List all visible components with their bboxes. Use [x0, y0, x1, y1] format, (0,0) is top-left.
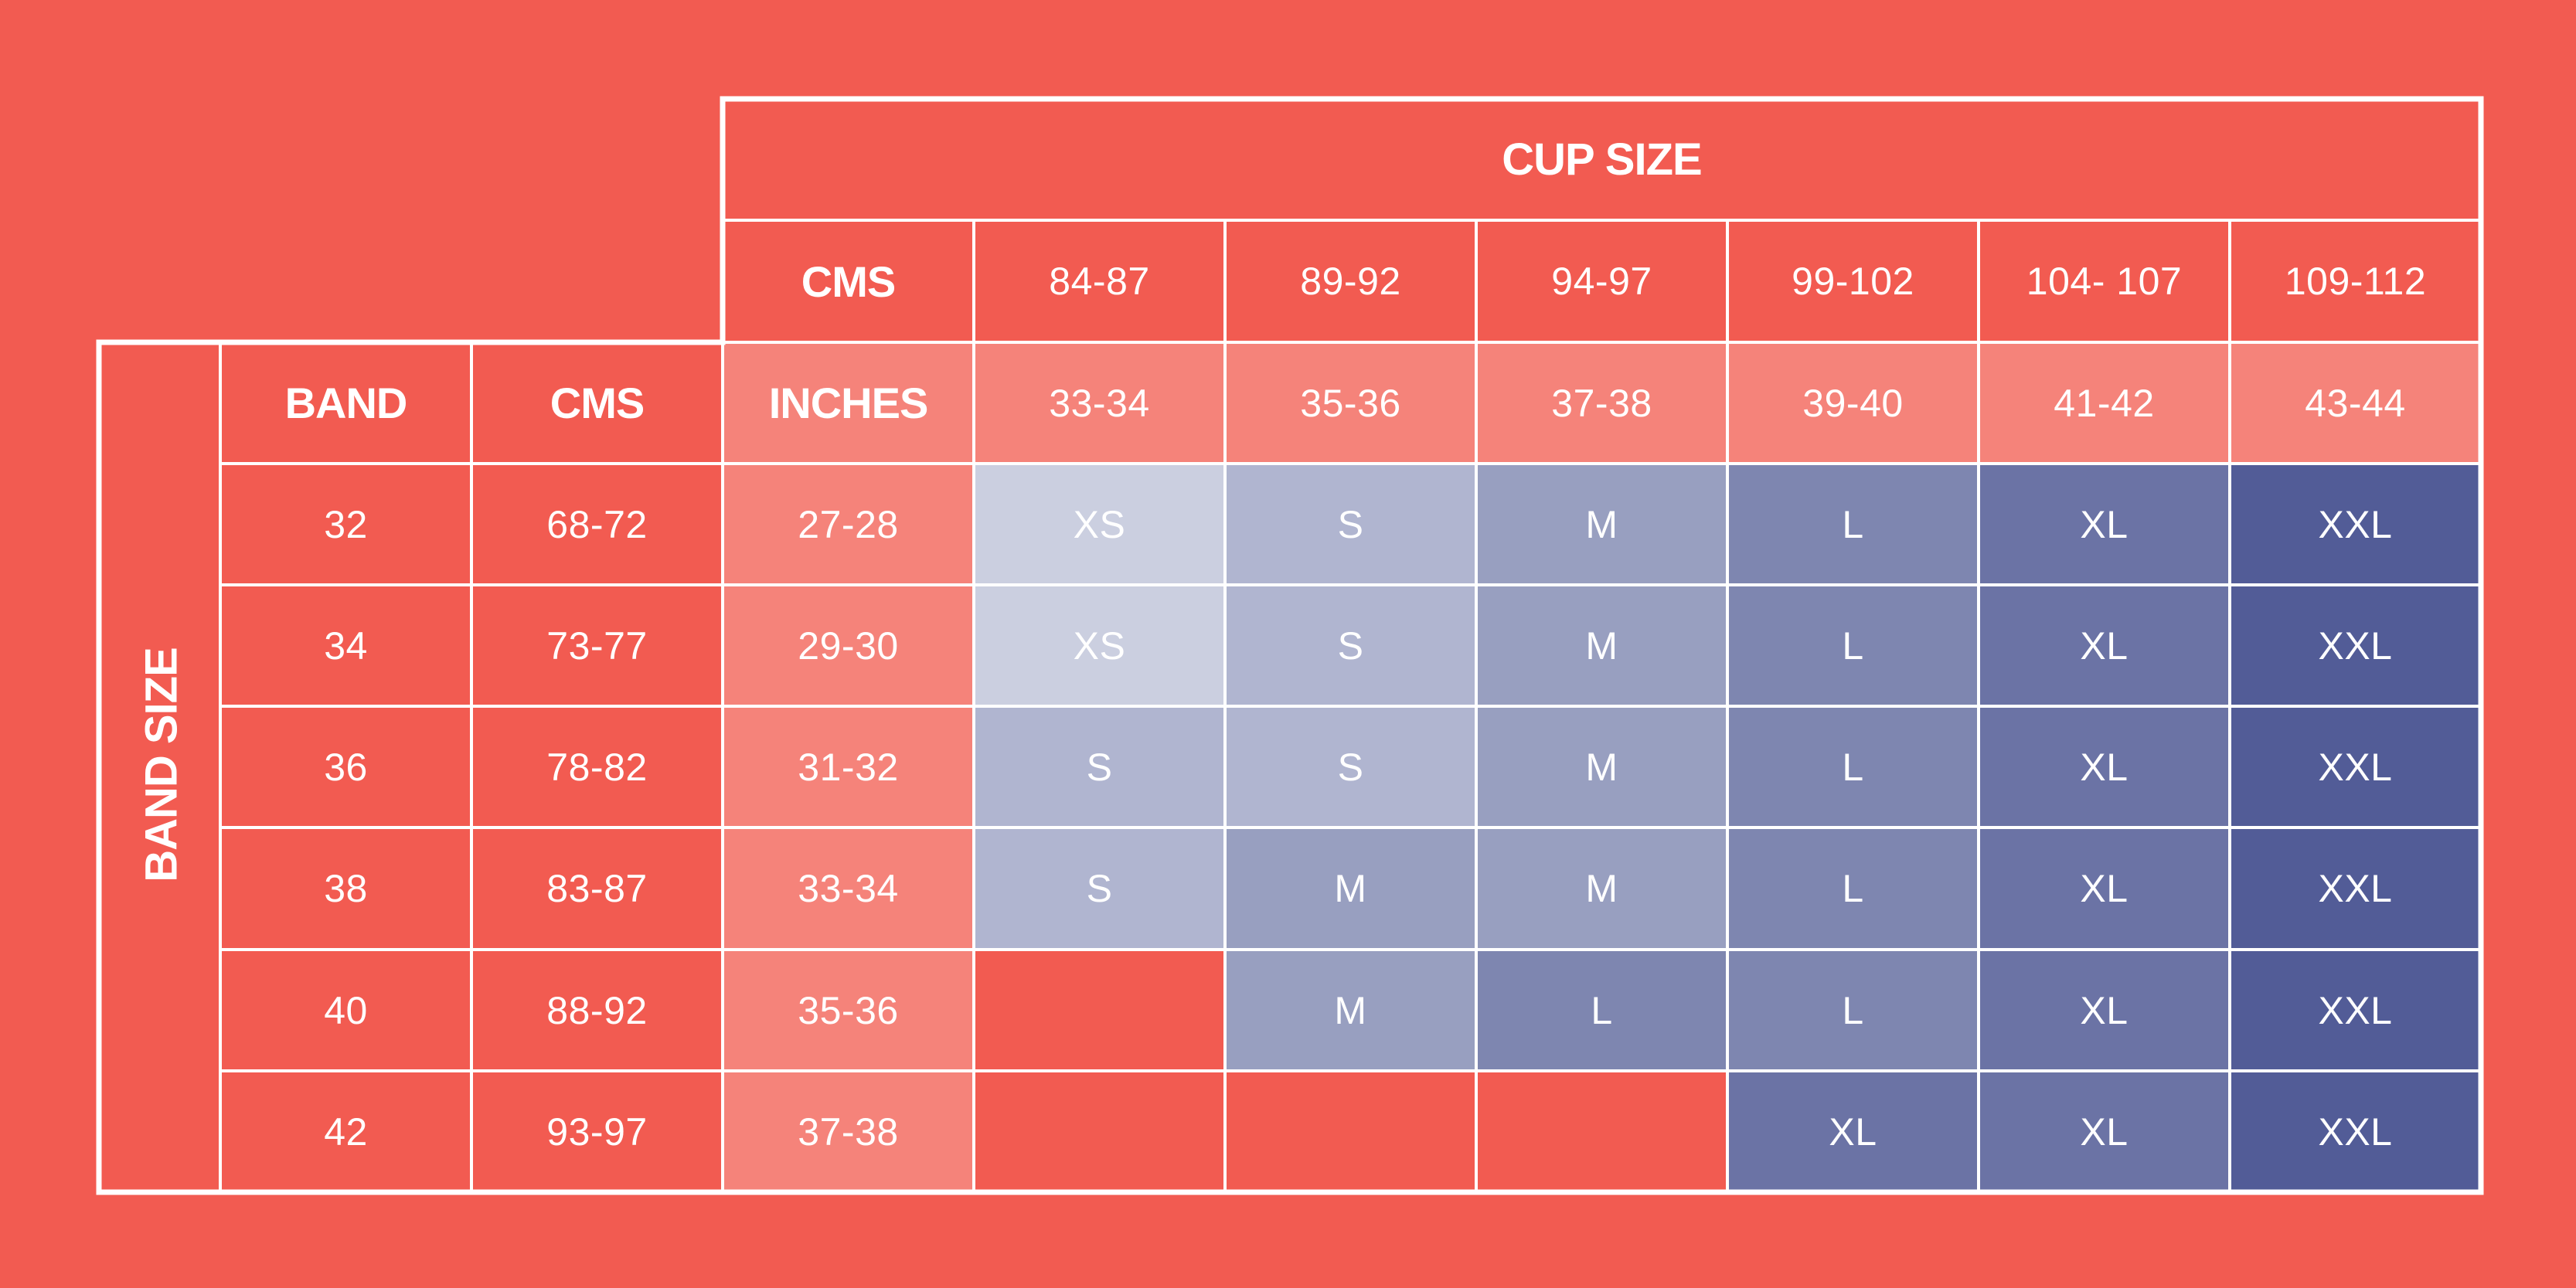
band-size-title: BAND SIZE [136, 647, 187, 882]
size-cell: S [1225, 464, 1476, 585]
size-cell: XXL [2230, 706, 2481, 828]
band-inch-value: 35-36 [723, 950, 974, 1071]
size-cell: XL [1727, 1071, 1979, 1192]
size-cell: XL [1979, 585, 2230, 706]
empty-cell [974, 1071, 1225, 1192]
band-value: 36 [324, 745, 368, 789]
size-cell: L [1476, 950, 1727, 1071]
cup-inch-range: 33-34 [974, 342, 1225, 464]
band-cms-value: 78-82 [546, 745, 648, 789]
cup-inch-range: 41-42 [1979, 342, 2230, 464]
band-inch-value: 31-32 [723, 706, 974, 828]
size-cell: L [1727, 585, 1979, 706]
size-cell: L [1727, 464, 1979, 585]
size-cell: M [1225, 950, 1476, 1071]
cup-cms-range: 89-92 [1300, 260, 1401, 303]
size-cell: XXL [2230, 1071, 2481, 1192]
size-cell: XL [1979, 706, 2230, 828]
cup-cms-range: 104- 107 [2026, 260, 2183, 303]
band-value: 40 [324, 988, 368, 1032]
size-cell: XXL [2230, 585, 2481, 706]
size-cell: XXL [2230, 464, 2481, 585]
size-cell: L [1727, 706, 1979, 828]
size-cell: XL [1979, 950, 2230, 1071]
cup-cms-range: 99-102 [1792, 260, 1914, 303]
size-cell: XS [974, 464, 1225, 585]
size-cell: XL [1979, 464, 2230, 585]
cup-inch-range: 35-36 [1225, 342, 1476, 464]
cup-cms-range: 109-112 [2284, 260, 2427, 303]
band-cms-value: 88-92 [546, 988, 648, 1032]
cup-inch-range: 43-44 [2230, 342, 2481, 464]
size-cell: XXL [2230, 828, 2481, 950]
band-value: 32 [324, 502, 368, 546]
band-cms-label: CMS [550, 379, 645, 427]
cup-cms-range: 94-97 [1551, 260, 1652, 303]
size-cell: XS [974, 585, 1225, 706]
band-inch-value: 29-30 [723, 585, 974, 706]
band-inch-value: 33-34 [723, 828, 974, 950]
cup-inch-range: 39-40 [1727, 342, 1979, 464]
band-inch-value: 27-28 [723, 464, 974, 585]
cup-inch-range: 37-38 [1476, 342, 1727, 464]
band-cms-value: 68-72 [546, 502, 648, 546]
size-cell: S [974, 706, 1225, 828]
band-cms-value: 83-87 [546, 867, 648, 910]
empty-cell [974, 950, 1225, 1071]
size-cell: XL [1979, 828, 2230, 950]
cup-cms-range: 84-87 [1049, 260, 1150, 303]
size-cell: S [974, 828, 1225, 950]
band-value: 34 [324, 624, 368, 668]
size-cell: M [1476, 706, 1727, 828]
band-value: 42 [324, 1110, 368, 1154]
size-cell: S [1225, 585, 1476, 706]
size-cell: M [1476, 464, 1727, 585]
cup-size-title: CUP SIZE [1502, 134, 1702, 185]
band-value: 38 [324, 867, 368, 910]
band-inch-value: 37-38 [723, 1071, 974, 1192]
size-cell: L [1727, 950, 1979, 1071]
size-cell: M [1225, 828, 1476, 950]
size-cell: M [1476, 828, 1727, 950]
inches-label: INCHES [723, 342, 974, 464]
size-cell: S [1225, 706, 1476, 828]
empty-cell [1476, 1071, 1727, 1192]
empty-cell [1225, 1071, 1476, 1192]
band-cms-value: 73-77 [546, 624, 648, 668]
size-cell: XL [1979, 1071, 2230, 1192]
size-cell: L [1727, 828, 1979, 950]
band-cms-value: 93-97 [546, 1110, 648, 1154]
size-cell: M [1476, 585, 1727, 706]
header-cms-label: CMS [801, 257, 896, 306]
band-label: BAND [284, 379, 408, 427]
size-cell: XXL [2230, 950, 2481, 1071]
